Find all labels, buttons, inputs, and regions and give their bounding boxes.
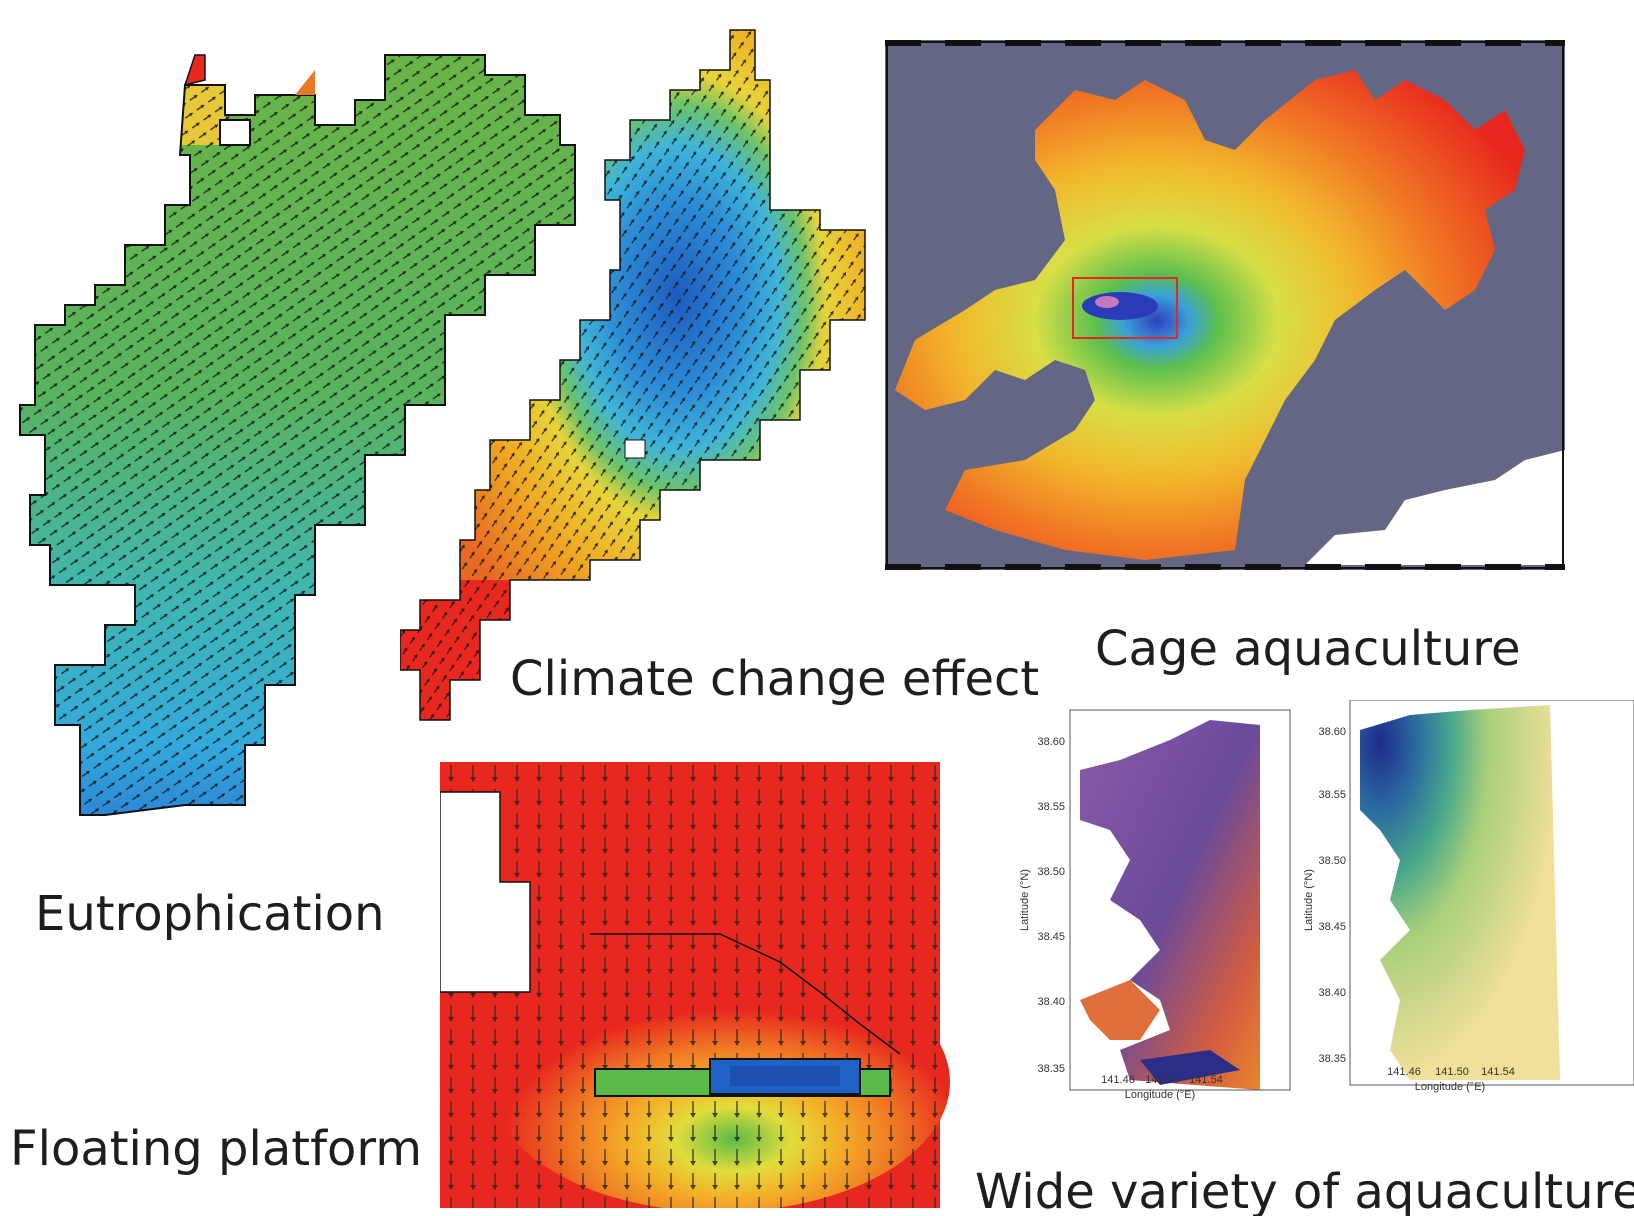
lat-tick: 38.40 [1318, 987, 1346, 999]
floating-platform-figure [440, 762, 950, 1208]
lon-tick: 141.46 [1101, 1074, 1135, 1086]
lon-tick: 141.50 [1145, 1074, 1179, 1086]
lat-tick: 38.35 [1037, 1063, 1065, 1075]
cage-aquaculture-figure [885, 40, 1565, 570]
lon-tick: 141.54 [1189, 1074, 1223, 1086]
lon-tick: 141.50 [1435, 1066, 1469, 1078]
cage-aquaculture-map [885, 40, 1565, 570]
lon-axis-label: Longitude (°E) [1125, 1089, 1195, 1101]
lat-tick: 38.55 [1037, 801, 1065, 813]
lat-tick: 38.60 [1037, 736, 1065, 748]
lat-tick: 38.45 [1037, 931, 1065, 943]
caption-floating-platform: Floating platform [10, 1121, 422, 1177]
variety-map-left: 38.60 38.55 38.50 38.45 38.40 38.35 141.… [1010, 700, 1300, 1150]
lat-tick: 38.60 [1318, 726, 1346, 738]
variety-map-right-figure: 38.60 38.55 38.50 38.45 38.40 38.35 141.… [1303, 700, 1634, 1093]
caption-wide-variety: Wide variety of aquaculture [975, 1168, 1634, 1216]
eutrophication-map [15, 25, 595, 845]
lat-tick: 38.45 [1318, 921, 1346, 933]
eutrophication-figure [19, 54, 576, 816]
lat-tick: 38.50 [1037, 866, 1065, 878]
lat-tick: 38.50 [1318, 855, 1346, 867]
lon-axis-label: Longitude (°E) [1415, 1081, 1485, 1093]
lat-axis-label: Latitude (°N) [1019, 869, 1031, 931]
lat-axis-label: Latitude (°N) [1303, 869, 1315, 931]
variety-map-right: 38.60 38.55 38.50 38.45 38.40 38.35 141.… [1300, 700, 1634, 1150]
climate-change-figure [400, 29, 866, 721]
lat-tick: 38.35 [1318, 1053, 1346, 1065]
variety-map-left-figure: 38.60 38.55 38.50 38.45 38.40 38.35 141.… [1019, 709, 1291, 1101]
caption-cage-aquaculture: Cage aquaculture [1095, 621, 1521, 677]
caption-eutrophication: Eutrophication [35, 886, 385, 942]
lon-tick: 141.46 [1387, 1066, 1421, 1078]
lat-tick: 38.55 [1318, 789, 1346, 801]
lon-tick: 141.54 [1481, 1066, 1515, 1078]
lat-tick: 38.40 [1037, 996, 1065, 1008]
climate-change-map [400, 20, 880, 750]
floating-platform-map [440, 762, 960, 1208]
caption-climate-change: Climate change effect [510, 651, 1040, 707]
